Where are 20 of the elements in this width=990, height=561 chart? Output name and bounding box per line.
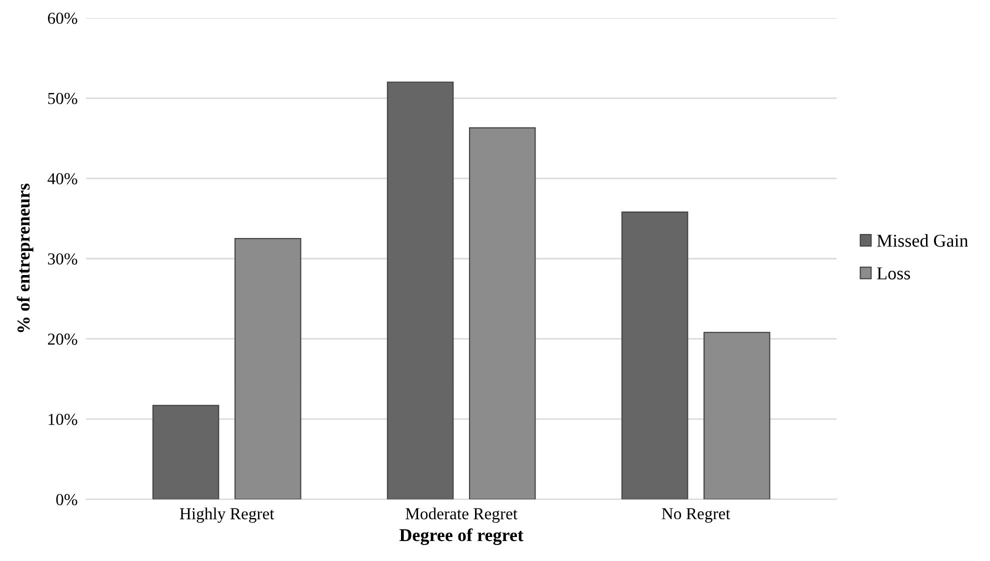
bar (234, 238, 302, 500)
y-axis-title: % of entrepreneurs (16, 184, 34, 332)
x-axis-title: Degree of regret (399, 528, 524, 546)
y-tick-label: 20% (48, 334, 78, 345)
x-tick-label: No Regret (662, 508, 730, 523)
bar (621, 212, 688, 500)
legend-label: Missed Gain (877, 234, 968, 247)
bar (704, 332, 770, 500)
y-tick-label: 10% (48, 414, 78, 426)
x-tick-label: Highly Regret (180, 508, 274, 523)
y-tick-label: 30% (48, 253, 78, 265)
x-tick-label: Moderate Regret (406, 508, 518, 523)
y-tick-label: 40% (48, 173, 78, 184)
bar (152, 404, 220, 500)
y-tick-label: 0% (56, 494, 78, 506)
bar (468, 127, 536, 500)
y-tick-label: 60% (48, 12, 78, 24)
legend-label: Loss (877, 267, 910, 280)
bar (386, 82, 454, 500)
y-tick-label: 50% (48, 92, 78, 104)
